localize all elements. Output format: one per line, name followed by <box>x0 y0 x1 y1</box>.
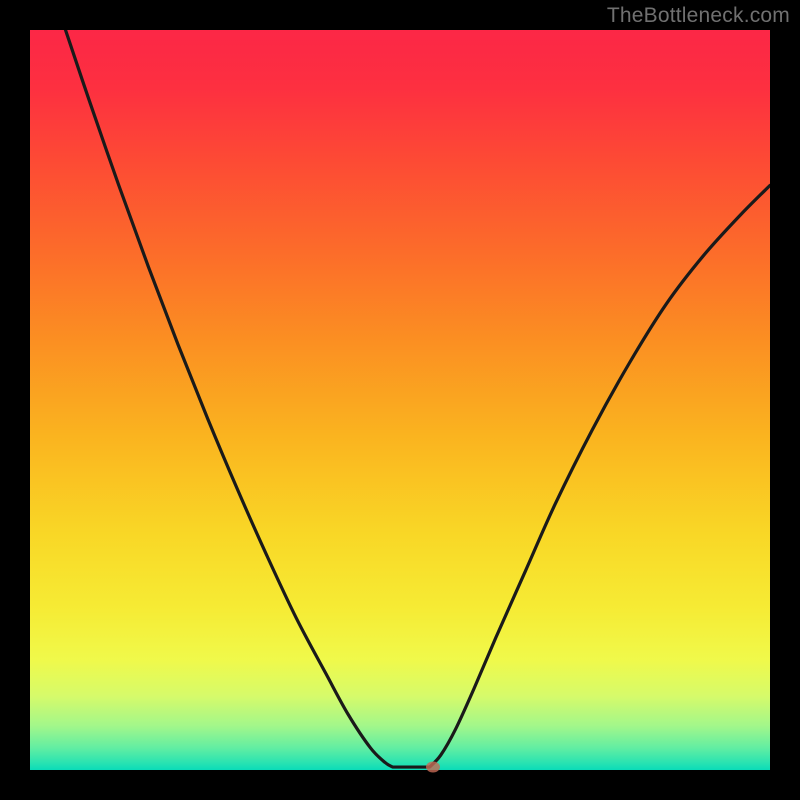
chart-frame: TheBottleneck.com <box>0 0 800 800</box>
bottleneck-curve <box>30 30 770 770</box>
watermark-text: TheBottleneck.com <box>607 4 790 28</box>
optimal-point-marker <box>426 762 440 773</box>
plot-area <box>30 30 770 770</box>
